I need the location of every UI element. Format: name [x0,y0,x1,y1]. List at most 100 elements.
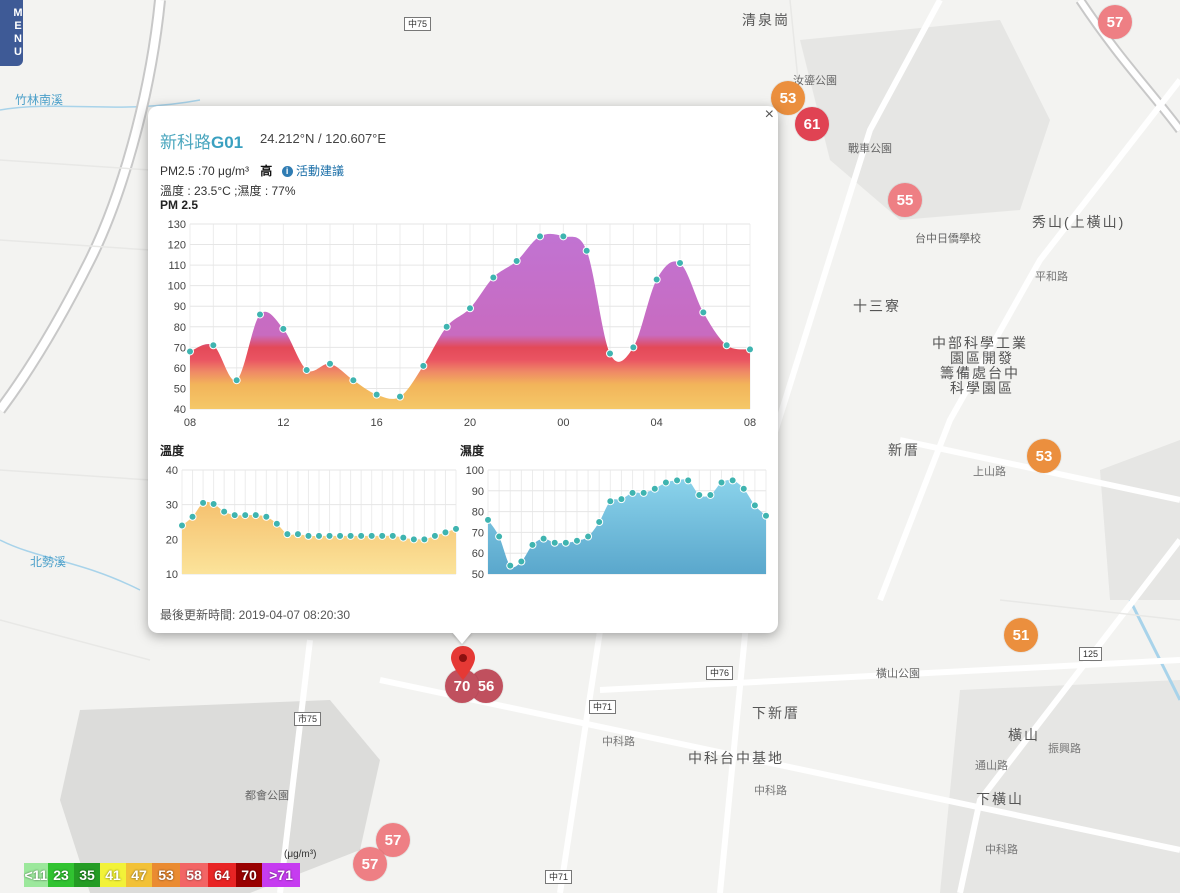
station-marker[interactable]: 55 [888,183,922,217]
map-place-label: 下橫山 [976,791,1024,807]
data-point [336,531,345,540]
road-shield: 中71 [589,700,617,714]
data-point [606,349,614,358]
humidity-chart-title: 濕度 [460,444,485,458]
data-point [606,497,615,506]
y-tick-label: 130 [168,219,186,231]
data-point [409,535,418,544]
road-shield: 中76 [706,666,734,680]
legend-unit: (μg/m³) [284,849,317,860]
data-point [695,490,704,499]
map-place-label: 北勢溪 [30,555,67,569]
road-shield: 市75 [294,712,322,726]
data-point [517,557,526,566]
map-place-label: 中科台中基地 [688,750,784,766]
selected-location-pin-icon[interactable] [450,646,476,682]
y-tick-label: 70 [472,527,484,539]
data-point [559,232,568,241]
data-point [272,519,281,528]
station-marker[interactable]: 53 [771,81,805,115]
x-tick-label: 00 [557,417,569,429]
data-point [699,308,708,317]
map-place-label: 秀山(上橫山) [1032,214,1126,230]
data-point [251,511,260,520]
data-point [326,359,334,368]
data-point [728,476,737,485]
data-point [232,376,241,385]
data-point [283,530,292,539]
data-point [684,476,693,485]
data-point [572,536,581,545]
popup-tip [452,632,472,644]
data-point [584,532,593,541]
y-tick-label: 10 [166,569,178,581]
data-point [315,531,323,540]
y-tick-label: 100 [466,465,484,477]
map-place-label: 汝鎏公園 [793,75,837,87]
data-point [396,392,404,401]
pm-chart-title: PM 2.5 [160,198,199,212]
station-marker[interactable]: 57 [353,847,387,881]
menu-button[interactable]: MENU [0,0,24,66]
data-point [452,524,460,533]
data-point [186,347,194,356]
map-place-label: 新厝 [888,442,920,458]
data-point [430,531,439,540]
legend-cell: 64 [208,863,236,887]
map-place-label: 中科路 [985,844,1018,856]
map-place-label: 振興路 [1048,743,1081,755]
legend-cell: 58 [180,863,208,887]
data-point [512,257,521,265]
activity-advice-link[interactable]: 活動建議 [296,164,345,178]
data-point [302,365,311,374]
data-point [506,561,515,570]
data-point [561,538,570,547]
data-point [279,324,288,333]
data-point [293,530,302,539]
data-point [419,361,428,370]
map-place-label: 都會公園 [245,790,289,802]
pm-level: 高 [260,164,273,178]
y-tick-label: 90 [174,301,186,313]
road-shield: 中75 [404,17,432,31]
legend-scale: <11 23 35 41 47 53 58 64 70 >71 [24,863,300,887]
station-name: 新科路G01 [160,128,243,153]
map-place-label: 園區開發 [950,350,1014,366]
legend-cell: 41 [100,863,126,887]
map-place-label: 籌備處台中 [940,365,1020,381]
data-point [442,322,451,331]
data-point [199,498,208,507]
legend-cell: >71 [262,863,300,887]
station-name-code: G01 [211,133,244,152]
y-tick-label: 120 [168,240,186,252]
x-tick-label: 16 [371,417,383,429]
data-point [209,341,218,350]
data-point [676,259,684,268]
legend-cell: <11 [24,863,48,887]
pm25-chart: 40 50 60 70 80 90 100 110 120 130 08 12 16 20 00 04 08 [168,219,756,429]
data-point [595,518,604,526]
station-marker[interactable]: 57 [1098,5,1132,39]
data-point [528,540,537,549]
data-point [388,531,397,540]
y-tick-label: 30 [166,500,178,512]
data-point [484,515,492,524]
data-point [652,275,661,284]
last-update-time: 最後更新時間: 2019-04-07 08:20:30 [160,608,351,622]
data-point [220,507,229,516]
pm-summary: PM2.5 :70 μg/m³ 高 i 活動建議 [160,162,344,179]
station-marker[interactable]: 51 [1004,618,1038,652]
data-point [639,488,648,497]
road-shield: 中71 [545,870,573,884]
y-tick-label: 20 [166,534,178,546]
station-marker[interactable]: 61 [795,107,829,141]
station-marker[interactable]: 53 [1027,439,1061,473]
x-tick-label: 08 [744,417,756,429]
close-icon[interactable]: × [764,106,774,123]
data-point [722,341,731,350]
info-icon[interactable]: i [281,166,293,178]
y-tick-label: 80 [174,322,186,334]
data-point [746,345,754,354]
map-place-label: 橫山公園 [876,668,920,680]
data-point [762,511,770,520]
